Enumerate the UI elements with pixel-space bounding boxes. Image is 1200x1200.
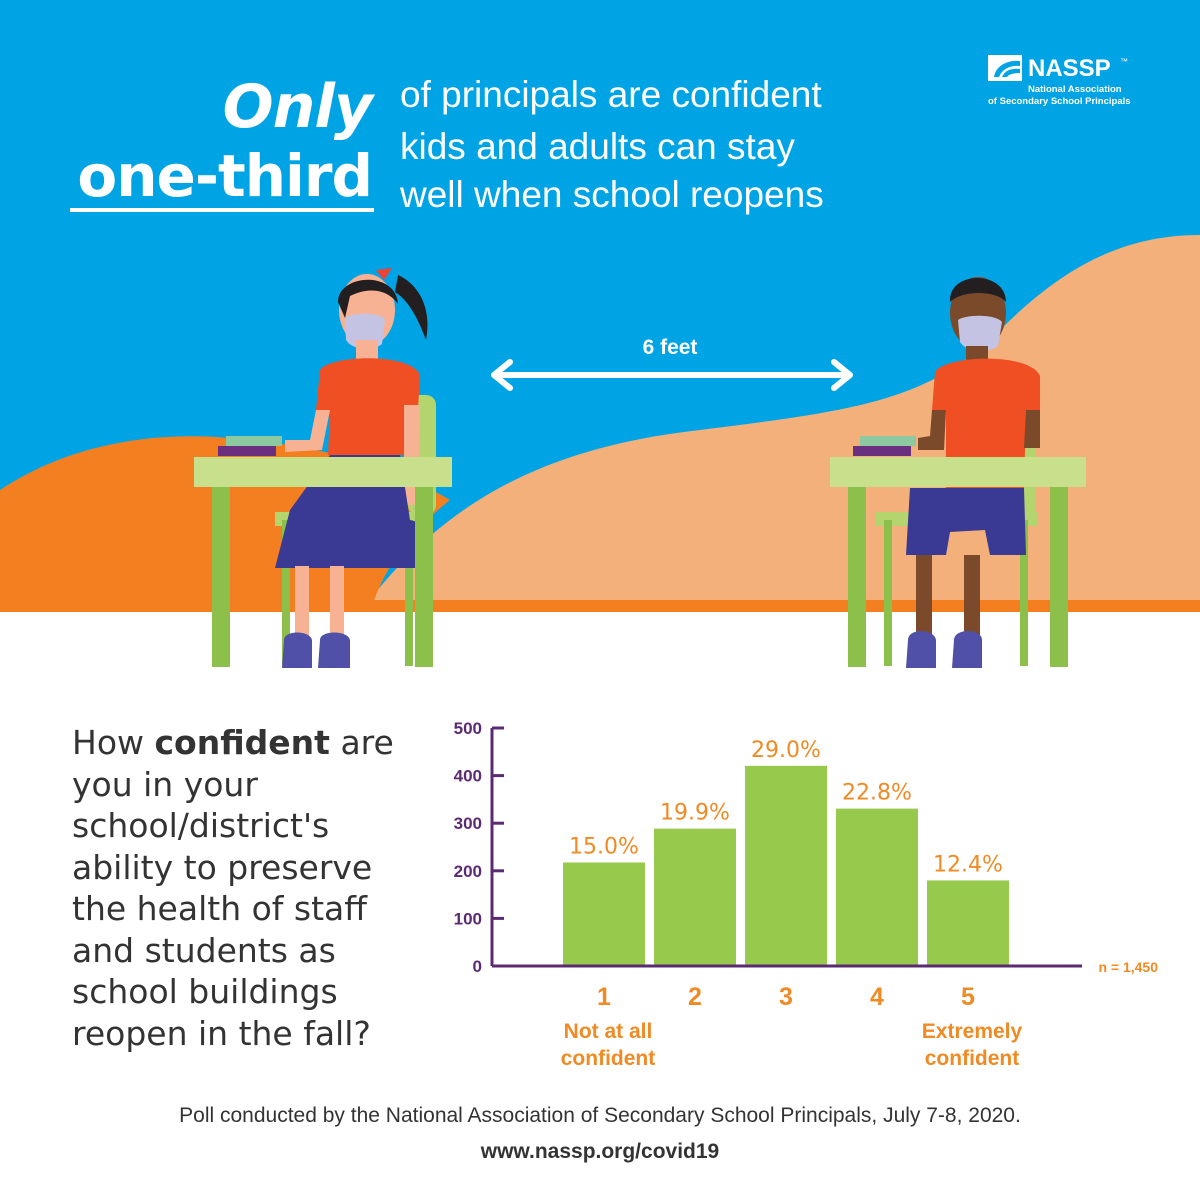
floor — [0, 612, 1200, 675]
question-prefix: How — [72, 723, 155, 762]
logo-name: NASSP — [1028, 55, 1111, 82]
sample-size-label: n = 1,450 — [1098, 959, 1158, 975]
poll-source-note: Poll conducted by the National Associati… — [179, 1104, 1021, 1127]
data-label: 12.4% — [933, 852, 1003, 877]
headline-one-third: one-third — [77, 142, 373, 210]
data-label: 19.9% — [660, 801, 730, 826]
survey-question: How confident are you in your school/dis… — [72, 722, 412, 1054]
confidence-bar-chart: 0 100 200 300 400 500 15.0% 1 Not at all confiden… — [454, 719, 1159, 1070]
data-label: 22.8% — [842, 781, 912, 806]
y-tick-label: 200 — [454, 862, 482, 881]
y-tick-label: 400 — [454, 767, 482, 786]
bar — [836, 808, 918, 966]
y-tick-label: 300 — [454, 814, 482, 833]
nassp-logo: NASSP ™ National Association of Secondar… — [988, 55, 1148, 115]
bar — [654, 828, 736, 966]
category-sublabel: confident — [561, 1047, 656, 1070]
headline-rest-line2: kids and adults can stay — [400, 126, 795, 167]
boy-student-figure — [830, 277, 1086, 668]
category-label: 3 — [779, 983, 793, 1011]
headline-rest-line3: well when school reopens — [400, 174, 824, 215]
distance-arrow — [491, 359, 853, 391]
classroom-illustration — [0, 0, 1200, 675]
category-label: 2 — [688, 983, 702, 1011]
question-suffix: are you in your school/district's abilit… — [72, 723, 394, 1053]
girl-student-figure — [194, 268, 452, 668]
data-label: 29.0% — [751, 738, 821, 763]
category-sublabel: Not at all — [564, 1020, 653, 1043]
distance-label: 6 feet — [642, 336, 698, 359]
question-bold-word: confident — [154, 723, 330, 762]
headline-rest-line1: of principals are confident — [400, 74, 822, 115]
logo-subtitle-line2: of Secondary School Principals — [988, 96, 1131, 107]
category-label: 1 — [597, 983, 611, 1011]
bar — [745, 765, 827, 966]
bar — [563, 862, 645, 966]
headline-underline — [70, 208, 374, 212]
nassp-logo-mark — [988, 55, 1022, 81]
y-tick-label: 0 — [473, 957, 482, 976]
y-tick-label: 100 — [454, 909, 482, 928]
logo-subtitle-line1: National Association — [1028, 84, 1122, 95]
category-label: 4 — [870, 983, 884, 1011]
source-url[interactable]: www.nassp.org/covid19 — [480, 1140, 720, 1163]
category-label: 5 — [961, 983, 975, 1011]
category-sublabel: Extremely — [922, 1020, 1023, 1043]
y-tick-label: 500 — [454, 719, 482, 738]
bar — [927, 880, 1009, 966]
headline-only: Only — [222, 72, 373, 142]
logo-trademark: ™ — [1120, 57, 1128, 66]
category-sublabel: confident — [925, 1047, 1020, 1070]
data-label: 15.0% — [569, 834, 639, 859]
